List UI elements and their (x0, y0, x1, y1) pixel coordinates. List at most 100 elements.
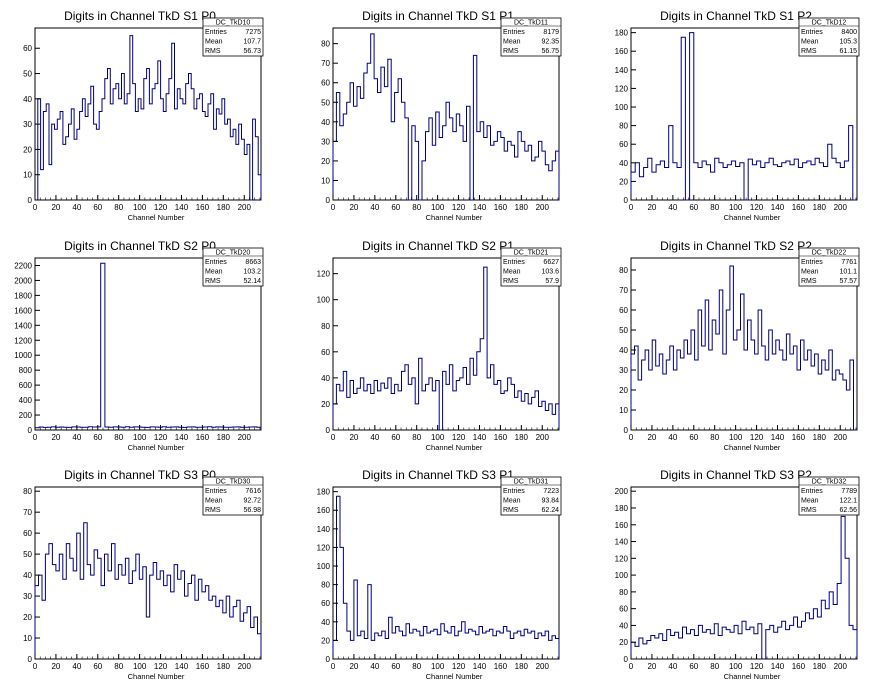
y-tick-label: 2200 (14, 261, 32, 270)
chart-title: Digits in Channel TkD S2 P1 (362, 239, 514, 253)
y-tick-label: 40 (619, 346, 628, 355)
stats-rms-value: 62.24 (541, 507, 559, 514)
y-tick-label: 2000 (14, 276, 32, 285)
stats-mean-label: Mean (205, 498, 223, 505)
y-tick-label: 50 (23, 550, 32, 559)
chart-panel-9: Digits in Channel TkD S3 P2 0 20 40 60 80 100 1… (615, 468, 860, 681)
x-tick-label: 120 (750, 433, 764, 442)
stats-box-frame (798, 17, 860, 57)
stats-mean-value: 92.35 (541, 39, 559, 46)
chart-title: Digits in Channel TkD S3 P1 (362, 468, 514, 482)
x-tick-label: 20 (51, 203, 60, 212)
x-tick-label: 60 (689, 433, 698, 442)
x-tick-label: 160 (792, 662, 806, 671)
y-tick-label: 160 (615, 47, 629, 56)
x-tick-label: 20 (647, 203, 656, 212)
y-tick-label: 0 (28, 426, 33, 435)
x-tick-label: 40 (668, 662, 677, 671)
y-tick-label: 50 (619, 326, 628, 335)
x-tick-label: 0 (331, 203, 336, 212)
x-tick-label: 120 (750, 203, 764, 212)
y-tick-label: 0 (326, 655, 331, 664)
x-tick-label: 200 (834, 662, 848, 671)
y-tick-label: 0 (326, 196, 331, 205)
stats-mean-value: 103.2 (243, 269, 261, 276)
y-tick-label: 70 (321, 59, 330, 68)
y-tick-label: 20 (23, 613, 32, 622)
x-tick-label: 0 (629, 433, 634, 442)
y-tick-label: 120 (615, 84, 629, 93)
y-tick-label: 400 (19, 396, 33, 405)
x-tick-label: 160 (792, 203, 806, 212)
y-tick-label: 1400 (14, 321, 32, 330)
x-tick-label: 80 (114, 662, 123, 671)
y-tick-label: 80 (23, 487, 32, 496)
stats-entries-value: 7616 (245, 488, 261, 495)
stats-box-frame (500, 17, 562, 57)
x-tick-label: 100 (133, 662, 147, 671)
y-tick-label: 20 (23, 145, 32, 154)
chart-title: Digits in Channel TkD S2 P2 (660, 239, 812, 253)
x-tick-label: 80 (412, 433, 421, 442)
x-tick-label: 40 (668, 203, 677, 212)
x-tick-label: 60 (93, 662, 102, 671)
stats-rms-value: 52.14 (243, 278, 261, 285)
x-tick-label: 60 (391, 433, 400, 442)
stats-entries-label: Entries (205, 29, 227, 36)
stats-entries-label: Entries (801, 29, 823, 36)
stats-mean-value: 122.1 (839, 498, 857, 505)
y-tick-label: 0 (624, 196, 629, 205)
x-tick-label: 40 (72, 662, 81, 671)
x-tick-label: 40 (370, 433, 379, 442)
stats-rms-label: RMS (801, 507, 817, 514)
chart-title: Digits in Channel TkD S3 P2 (660, 468, 812, 482)
stats-mean-label: Mean (801, 498, 819, 505)
stats-box: DC_TkD21 Entries 6627 Mean 103.6 RMS 57.9 (500, 247, 562, 287)
y-tick-label: 140 (317, 525, 331, 534)
x-tick-label: 180 (813, 662, 827, 671)
stats-box-frame (500, 476, 562, 516)
histogram-series-line (332, 266, 560, 431)
chart-panel-3: Digits in Channel TkD S1 P2 0 20 40 60 80 100 1… (615, 9, 860, 222)
x-tick-label: 0 (331, 662, 336, 671)
x-tick-label: 200 (536, 203, 550, 212)
x-tick-label: 180 (515, 662, 529, 671)
y-tick-label: 100 (317, 296, 331, 305)
stats-mean-value: 101.1 (839, 269, 857, 276)
y-tick-label: 40 (619, 159, 628, 168)
stats-entries-value: 7223 (543, 488, 559, 495)
stats-box: DC_TkD31 Entries 7223 Mean 93.84 RMS 62.24 (500, 476, 562, 516)
x-tick-label: 60 (689, 662, 698, 671)
x-tick-label: 180 (217, 433, 231, 442)
stats-box: DC_TkD11 Entries 8179 Mean 92.35 RMS 56.75 (500, 17, 562, 57)
y-tick-label: 20 (321, 636, 330, 645)
y-tick-label: 100 (615, 571, 629, 580)
stats-mean-value: 105.3 (839, 39, 857, 46)
x-axis-label: Channel Number (724, 443, 781, 452)
x-tick-label: 120 (750, 662, 764, 671)
y-tick-label: 0 (326, 426, 331, 435)
x-tick-label: 140 (771, 433, 785, 442)
stats-box: DC_TkD20 Entries 8663 Mean 103.2 RMS 52.14 (202, 247, 264, 287)
stats-mean-label: Mean (801, 39, 819, 46)
y-tick-label: 180 (615, 29, 629, 38)
x-tick-label: 100 (133, 433, 147, 442)
stats-rms-label: RMS (205, 507, 221, 514)
x-axis-label: Channel Number (128, 213, 185, 222)
stats-rms-label: RMS (503, 48, 519, 55)
x-tick-label: 120 (154, 203, 168, 212)
x-tick-label: 140 (175, 203, 189, 212)
y-tick-label: 80 (321, 581, 330, 590)
x-tick-label: 200 (834, 203, 848, 212)
stats-rms-label: RMS (205, 278, 221, 285)
y-tick-label: 0 (624, 655, 629, 664)
stats-rms-value: 57.57 (839, 278, 857, 285)
y-tick-label: 60 (321, 599, 330, 608)
chart-panel-8: Digits in Channel TkD S3 P1 0 20 40 60 80 100 1… (317, 468, 562, 681)
chart-panel-6: Digits in Channel TkD S2 P20 20 40 60 80 100 1… (619, 239, 860, 452)
stats-entries-label: Entries (503, 29, 525, 36)
stats-name: DC_TkD20 (216, 250, 251, 257)
stats-box: DC_TkD22 Entries 7761 Mean 101.1 RMS 57.57 (798, 247, 860, 287)
y-tick-label: 10 (23, 171, 32, 180)
x-tick-label: 120 (452, 662, 466, 671)
